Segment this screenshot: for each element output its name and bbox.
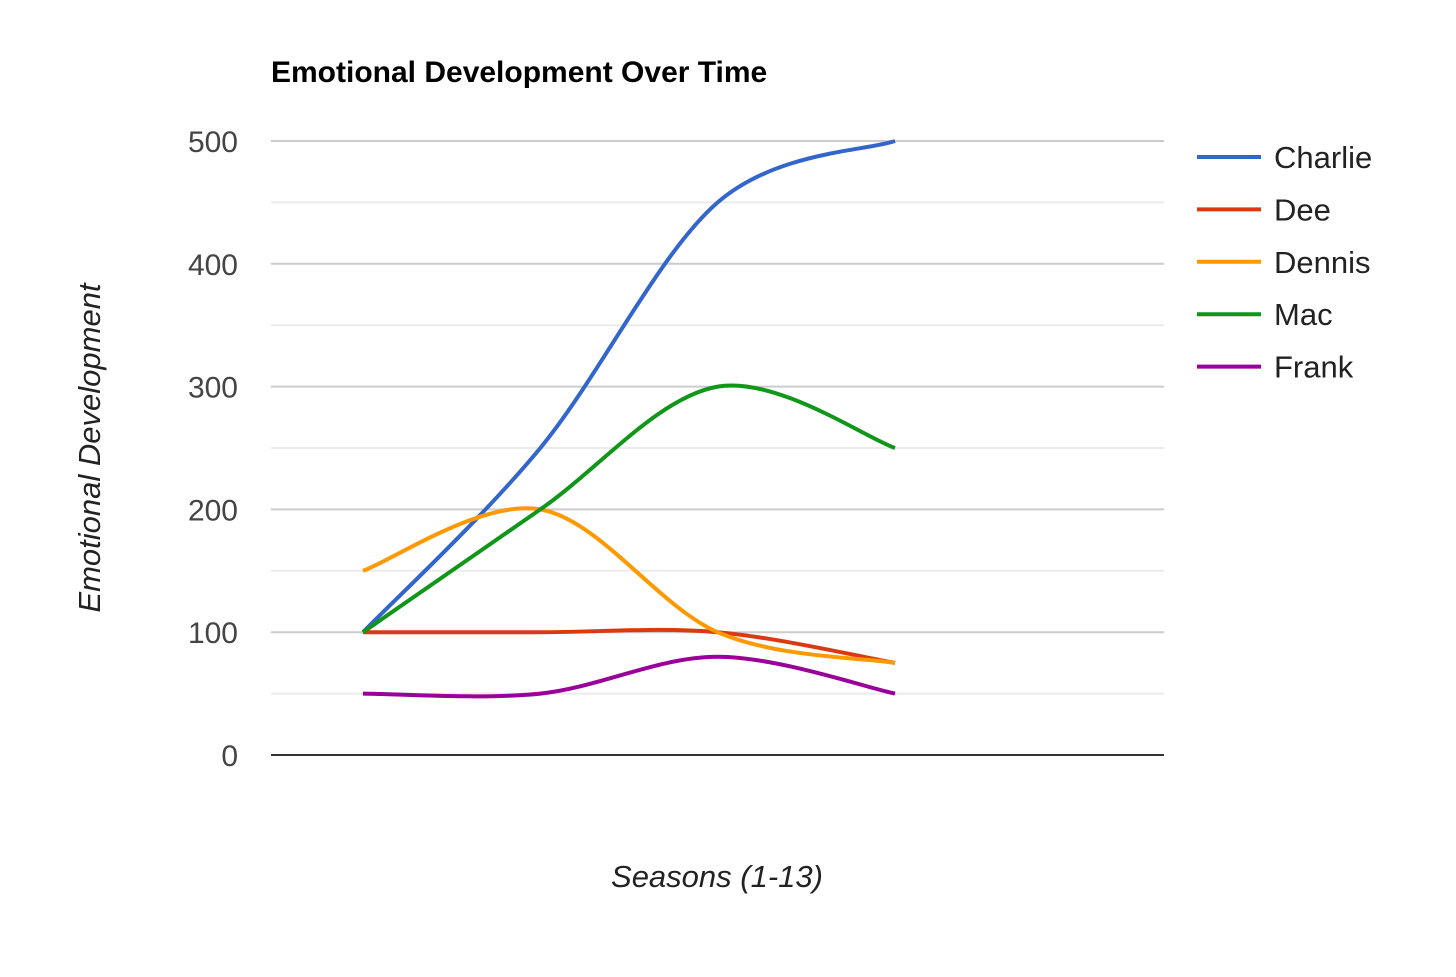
series-line-charlie [361, 139, 896, 634]
y-tick-label-300: 300 [188, 372, 238, 405]
legend: Charlie Dee Dennis Mac Frank [1197, 140, 1372, 385]
series-line-frank [362, 654, 896, 699]
series-line-dee [363, 627, 896, 665]
legend-label-dennis: Dennis [1274, 245, 1371, 280]
gridlines [271, 140, 1164, 695]
chart-title: Emotional Development Over Time [271, 56, 767, 89]
legend-label-dee: Dee [1274, 192, 1331, 227]
y-tick-label-100: 100 [188, 617, 238, 650]
legend-label-mac: Mac [1274, 297, 1333, 332]
legend-label-charlie: Charlie [1274, 140, 1372, 175]
legend-label-frank: Frank [1274, 350, 1354, 385]
y-tick-label-400: 400 [188, 249, 238, 282]
series-line-mac [361, 383, 896, 634]
y-tick-label-200: 200 [188, 494, 238, 527]
y-axis-label: Emotional Development [72, 282, 107, 613]
series-lines [361, 139, 896, 699]
x-axis-label: Seasons (1-13) [611, 859, 823, 894]
series-line-dennis [362, 506, 896, 665]
y-tick-label-500: 500 [188, 126, 238, 159]
y-axis-ticks: 0 100 200 300 400 500 [188, 126, 238, 773]
y-tick-label-0: 0 [221, 740, 238, 773]
